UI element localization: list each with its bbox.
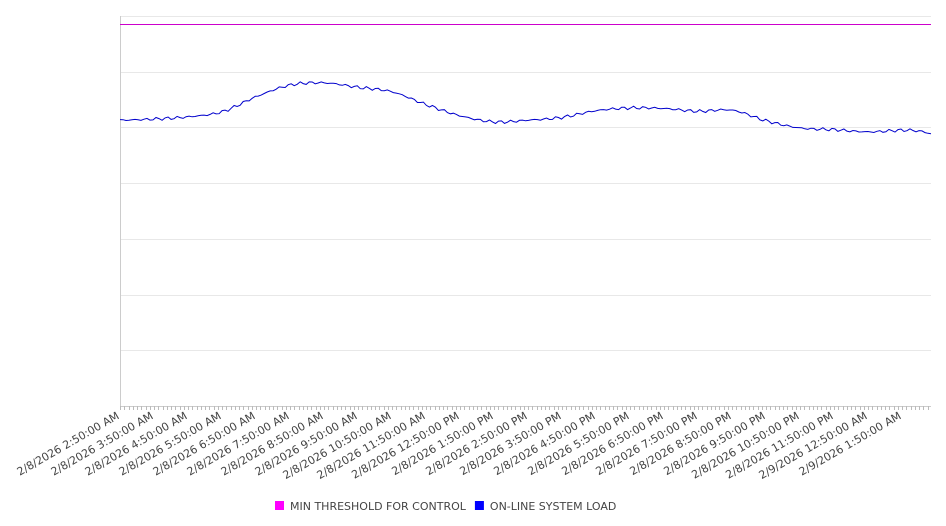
legend-swatch [275, 501, 284, 510]
series-lines [119, 24, 932, 135]
legend: MIN THRESHOLD FOR CONTROL ON-LINE SYSTEM … [275, 500, 616, 513]
series-line-system-load [119, 81, 932, 135]
x-axis-tick-labels: 2/8/2026 2:50:00 AM2/8/2026 3:50:00 AM2/… [15, 409, 904, 482]
axes [120, 16, 931, 410]
legend-label[interactable]: MIN THRESHOLD FOR CONTROL [290, 500, 467, 513]
gridlines [120, 16, 931, 351]
legend-swatch [474, 501, 484, 510]
legend-label[interactable]: ON-LINE SYSTEM LOAD [490, 500, 616, 513]
